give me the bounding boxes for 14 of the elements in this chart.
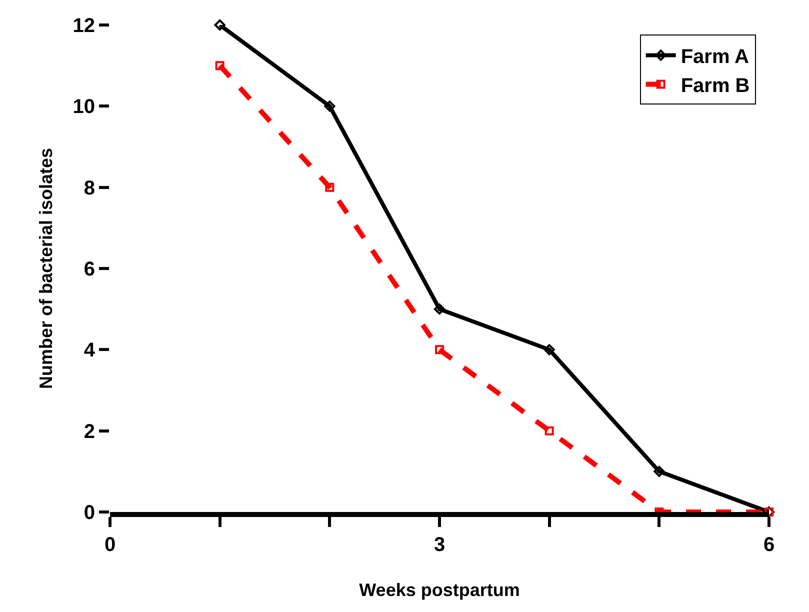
legend-label: Farm A xyxy=(680,46,749,68)
x-tick-label: 6 xyxy=(763,534,775,556)
y-tick-label: 8 xyxy=(84,177,95,200)
y-tick-label: 0 xyxy=(84,502,95,524)
y-tick-label: 4 xyxy=(84,340,96,362)
x-tick-label: 0 xyxy=(104,534,116,556)
x-axis-title: Weeks postpartum xyxy=(359,580,520,600)
y-tick-label: 10 xyxy=(72,96,95,118)
y-tick-label: 2 xyxy=(84,420,95,443)
y-axis-title: Number of bacterial isolates xyxy=(36,148,56,390)
legend-label: Farm B xyxy=(680,75,750,98)
y-tick-label: 12 xyxy=(72,15,95,37)
y-tick-label: 6 xyxy=(84,258,95,280)
x-tick-label: 3 xyxy=(434,534,446,556)
